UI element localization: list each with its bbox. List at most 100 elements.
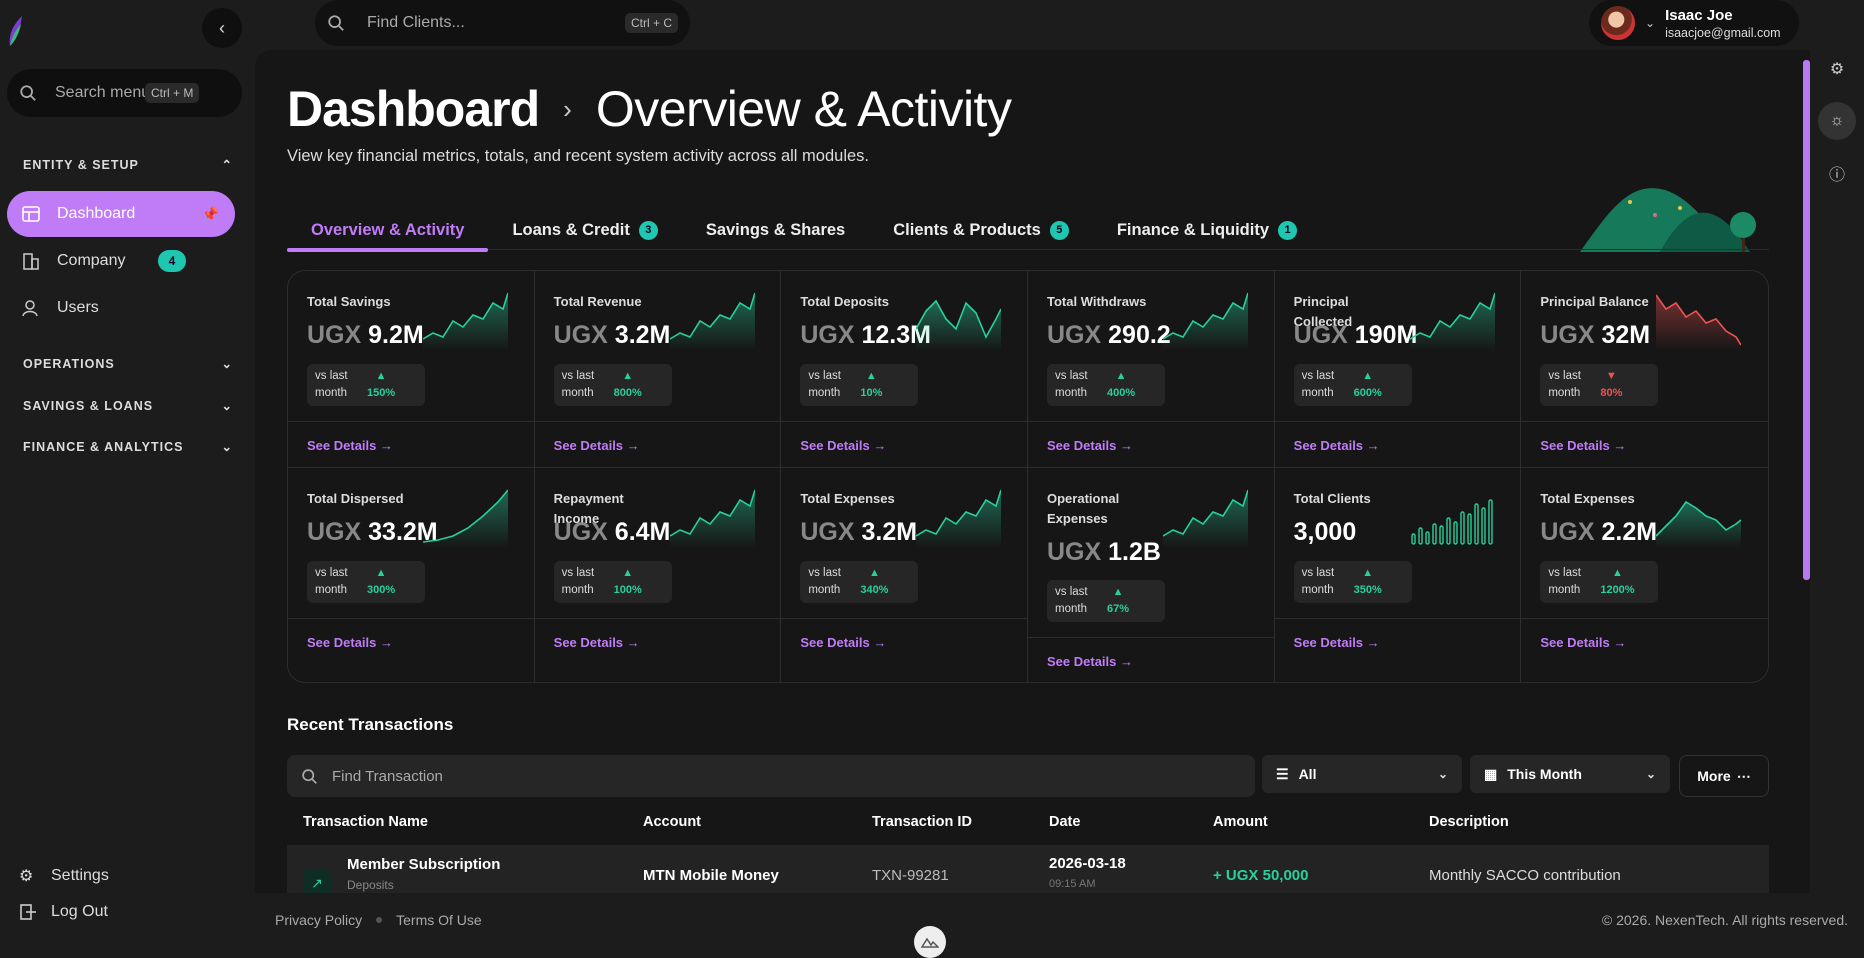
spark-area xyxy=(916,301,1002,351)
column-header[interactable]: Amount xyxy=(1213,814,1268,830)
spark-line xyxy=(669,292,755,340)
column-header[interactable]: Account xyxy=(643,814,701,830)
metric-value: 3,000 xyxy=(1293,518,1357,546)
pin-icon[interactable]: 📌 xyxy=(201,205,219,222)
comparison-box: vs last month ▲ 10% xyxy=(800,364,919,406)
sidebar-item-dashboard[interactable]: Dashboard 📌 xyxy=(7,191,235,237)
arrow-up-icon: ▲ xyxy=(375,370,387,382)
sparkline-chart xyxy=(1656,500,1742,548)
see-details-link[interactable]: See Details → xyxy=(307,438,393,453)
period-dropdown[interactable]: ▦ This Month ⌄ xyxy=(1470,755,1670,793)
more-button[interactable]: More ⋯ xyxy=(1679,755,1769,797)
dashboard-icon xyxy=(21,204,41,224)
scrollbar[interactable] xyxy=(1803,60,1810,580)
table-row[interactable]: ↗ Member Subscription Deposits MTN Mobil… xyxy=(287,845,1769,893)
theme-toggle-button[interactable]: ☼ xyxy=(1818,102,1856,140)
privacy-policy-link[interactable]: Privacy Policy xyxy=(275,912,363,928)
section-operations[interactable]: OPERATIONS ⌄ xyxy=(23,356,233,372)
building-icon xyxy=(21,251,41,271)
client-search[interactable]: Find Clients... Ctrl + C xyxy=(315,0,690,46)
spark-line xyxy=(916,489,1002,537)
comparison-label: vs last month xyxy=(1055,586,1088,615)
transaction-type: Deposits xyxy=(347,878,394,892)
metric-label: Principal Collected xyxy=(1293,294,1353,329)
metric-card: Total Withdraws UGX 290.2 vs last month … xyxy=(1028,271,1275,468)
see-details-link[interactable]: See Details → xyxy=(1293,438,1380,453)
tab-savings-shares[interactable]: Savings & Shares xyxy=(705,220,846,239)
metric-value: UGX 9.2M xyxy=(307,321,424,349)
sparkline-chart xyxy=(1163,489,1248,548)
spark-bar xyxy=(1417,527,1423,545)
arrow-up-icon: ▲ xyxy=(865,370,877,382)
change-indicator: ▲ 400% xyxy=(1107,370,1136,399)
tab-badge: 5 xyxy=(1049,220,1069,240)
spark-bar xyxy=(1466,513,1472,545)
see-details-link[interactable]: See Details → xyxy=(307,635,393,650)
tab-overview-activity[interactable]: Overview & Activity xyxy=(287,210,489,252)
app-logo xyxy=(9,16,22,46)
column-header[interactable]: Transaction ID xyxy=(872,814,972,830)
logout-link[interactable]: Log Out xyxy=(19,902,108,922)
comparison-label: vs last month xyxy=(1548,370,1581,399)
collapse-sidebar-button[interactable]: ‹ xyxy=(202,8,242,48)
page-title[interactable]: Dashboard xyxy=(287,81,540,137)
see-details-link[interactable]: See Details → xyxy=(553,438,640,453)
help-button[interactable]: ⓘ xyxy=(1818,154,1856,192)
nuxt-devtools-icon[interactable] xyxy=(914,926,946,958)
see-details-link[interactable]: See Details → xyxy=(800,438,887,453)
column-header[interactable]: Transaction Name xyxy=(303,814,428,830)
filter-dropdown[interactable]: ☰ All ⌄ xyxy=(1262,755,1462,793)
see-details-link[interactable]: See Details → xyxy=(1540,438,1627,453)
column-header[interactable]: Date xyxy=(1049,814,1081,830)
transaction-search[interactable]: Find Transaction xyxy=(287,755,1255,797)
section-entity-setup[interactable]: ENTITY & SETUP ⌃ xyxy=(23,157,233,173)
metric-card: Principal Collected UGX 190M vs last mon… xyxy=(1274,271,1522,468)
divider xyxy=(1521,421,1768,422)
arrow-up-icon: ▲ xyxy=(868,567,880,579)
sparkline-chart xyxy=(1163,292,1248,351)
sidebar-search-input[interactable]: Search menu xyxy=(55,84,145,101)
comparison-label: vs last month xyxy=(1548,567,1581,596)
change-indicator: ▲ 10% xyxy=(860,370,883,399)
see-details-link[interactable]: See Details → xyxy=(553,635,640,650)
sidebar-item-users[interactable]: Users xyxy=(7,285,235,331)
transaction-search-input[interactable]: Find Transaction xyxy=(332,767,443,785)
spark-line xyxy=(669,489,755,537)
spark-bar xyxy=(1410,533,1416,545)
arrow-up-icon: ▲ xyxy=(1362,567,1374,579)
spark-bar xyxy=(1445,517,1451,545)
chevron-down-icon: ⌄ xyxy=(221,357,233,371)
user-menu[interactable]: ⌄ Isaac Joe isaacjoe@gmail.com xyxy=(1589,0,1799,46)
comparison-label: vs last month xyxy=(561,370,595,399)
see-details-link[interactable]: See Details → xyxy=(1047,654,1133,669)
metric-label: Total Revenue xyxy=(553,294,642,309)
avatar xyxy=(1601,6,1635,40)
settings-link[interactable]: ⚙ Settings xyxy=(19,867,109,885)
client-search-input[interactable]: Find Clients... xyxy=(367,14,465,31)
sidebar-item-company[interactable]: Company 4 xyxy=(7,238,235,284)
metric-value: UGX 1.2B xyxy=(1047,538,1161,566)
sidebar-search[interactable]: Search menu Ctrl + M xyxy=(7,69,242,117)
tab-clients-products[interactable]: Clients & Products 5 xyxy=(869,210,1093,250)
arrow-up-icon: ▲ xyxy=(375,567,387,579)
spark-area xyxy=(1163,293,1248,351)
change-indicator: ▼ 80% xyxy=(1600,370,1623,399)
see-details-link[interactable]: See Details → xyxy=(1047,438,1133,453)
column-header[interactable]: Description xyxy=(1429,814,1509,830)
metric-value: UGX 3.2M xyxy=(553,321,671,349)
tab-finance-liquidity[interactable]: Finance & Liquidity 1 xyxy=(1093,210,1321,250)
main-content: Dashboard › Overview & Activity View key… xyxy=(255,50,1810,893)
see-details-link[interactable]: See Details → xyxy=(1293,635,1380,650)
arrow-up-icon: ▲ xyxy=(1112,586,1124,598)
divider xyxy=(1028,421,1274,422)
settings-gear-button[interactable]: ⚙ xyxy=(1818,50,1856,88)
see-details-link[interactable]: See Details → xyxy=(800,635,887,650)
terms-of-use-link[interactable]: Terms Of Use xyxy=(396,912,482,928)
section-savings-loans[interactable]: SAVINGS & LOANS ⌄ xyxy=(23,398,233,414)
comparison-box: vs last month ▼ 80% xyxy=(1540,364,1659,406)
see-details-link[interactable]: See Details → xyxy=(1540,635,1627,650)
tab-loans-credit[interactable]: Loans & Credit 3 xyxy=(488,210,681,250)
search-icon xyxy=(20,85,36,101)
section-finance-analytics[interactable]: FINANCE & ANALYTICS ⌄ xyxy=(23,439,233,455)
calendar-icon: ▦ xyxy=(1484,765,1498,782)
